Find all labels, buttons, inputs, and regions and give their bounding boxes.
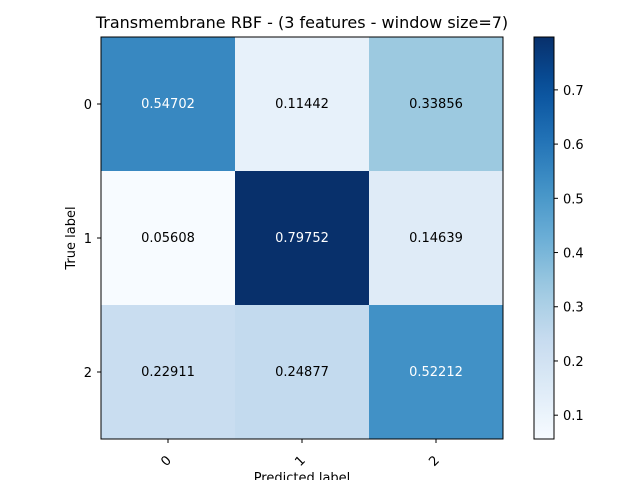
colorbar-tick-label-2: 0.3	[563, 301, 584, 316]
colorbar-tick-label-1: 0.2	[563, 355, 584, 370]
y-axis-label: True label	[64, 206, 79, 270]
colorbar: 0.1 0.2 0.3 0.4 0.5 0.6 0.7	[533, 36, 584, 440]
colorbar-tick-label-0: 0.1	[563, 409, 584, 424]
heatmap-cell-1-0	[101, 171, 236, 306]
heatmap-cell-2-2	[369, 305, 504, 440]
cell-value-label-0-2: 0.33856	[409, 97, 463, 112]
heatmap-cell-2-0	[101, 305, 236, 440]
cell-value-label-2-1: 0.24877	[275, 365, 329, 380]
y-axis-ticks: 0 1 2	[84, 98, 101, 381]
colorbar-tick-label-3: 0.4	[563, 247, 584, 262]
cell-labels: 0.54702 0.11442 0.33856 0.05608 0.79752 0.146…	[141, 97, 463, 380]
heatmap-cell-1-2	[369, 171, 504, 306]
cell-value-label-1-0: 0.05608	[141, 231, 195, 246]
colorbar-tick-label-6: 0.7	[563, 84, 584, 99]
chart-title: Transmembrane RBF - (3 features - window…	[95, 13, 508, 32]
x-tick-label-1: 1	[292, 453, 308, 469]
heatmap-cell-0-0	[101, 37, 236, 172]
x-tick-label-2: 2	[426, 453, 442, 469]
colorbar-ticks: 0.1 0.2 0.3 0.4 0.5 0.6 0.7	[554, 84, 584, 424]
colorbar-gradient	[534, 37, 554, 439]
y-tick-label-1: 1	[84, 232, 92, 247]
x-tick-label-0: 0	[158, 453, 174, 469]
y-tick-label-2: 2	[84, 366, 92, 381]
heatmap-cell-0-2	[369, 37, 504, 172]
heatmap-cells	[101, 37, 504, 440]
x-axis-label: Predicted label	[254, 471, 351, 480]
colorbar-tick-label-4: 0.5	[563, 192, 584, 207]
heatmap-cell-1-1	[235, 171, 370, 306]
cell-value-label-2-0: 0.22911	[141, 365, 195, 380]
colorbar-frame	[533, 36, 555, 440]
heatmap-cell-2-1	[235, 305, 370, 440]
cell-value-label-1-2: 0.14639	[409, 231, 463, 246]
colorbar-tick-label-5: 0.6	[563, 138, 584, 153]
x-axis-ticks: 0 1 2	[158, 439, 443, 470]
cell-value-label-0-1: 0.11442	[275, 97, 329, 112]
cell-value-label-2-2: 0.52212	[409, 365, 463, 380]
cell-value-label-1-1: 0.79752	[275, 231, 329, 246]
heatmap-cell-0-1	[235, 37, 370, 172]
cell-value-label-0-0: 0.54702	[141, 97, 195, 112]
y-tick-label-0: 0	[84, 98, 92, 113]
